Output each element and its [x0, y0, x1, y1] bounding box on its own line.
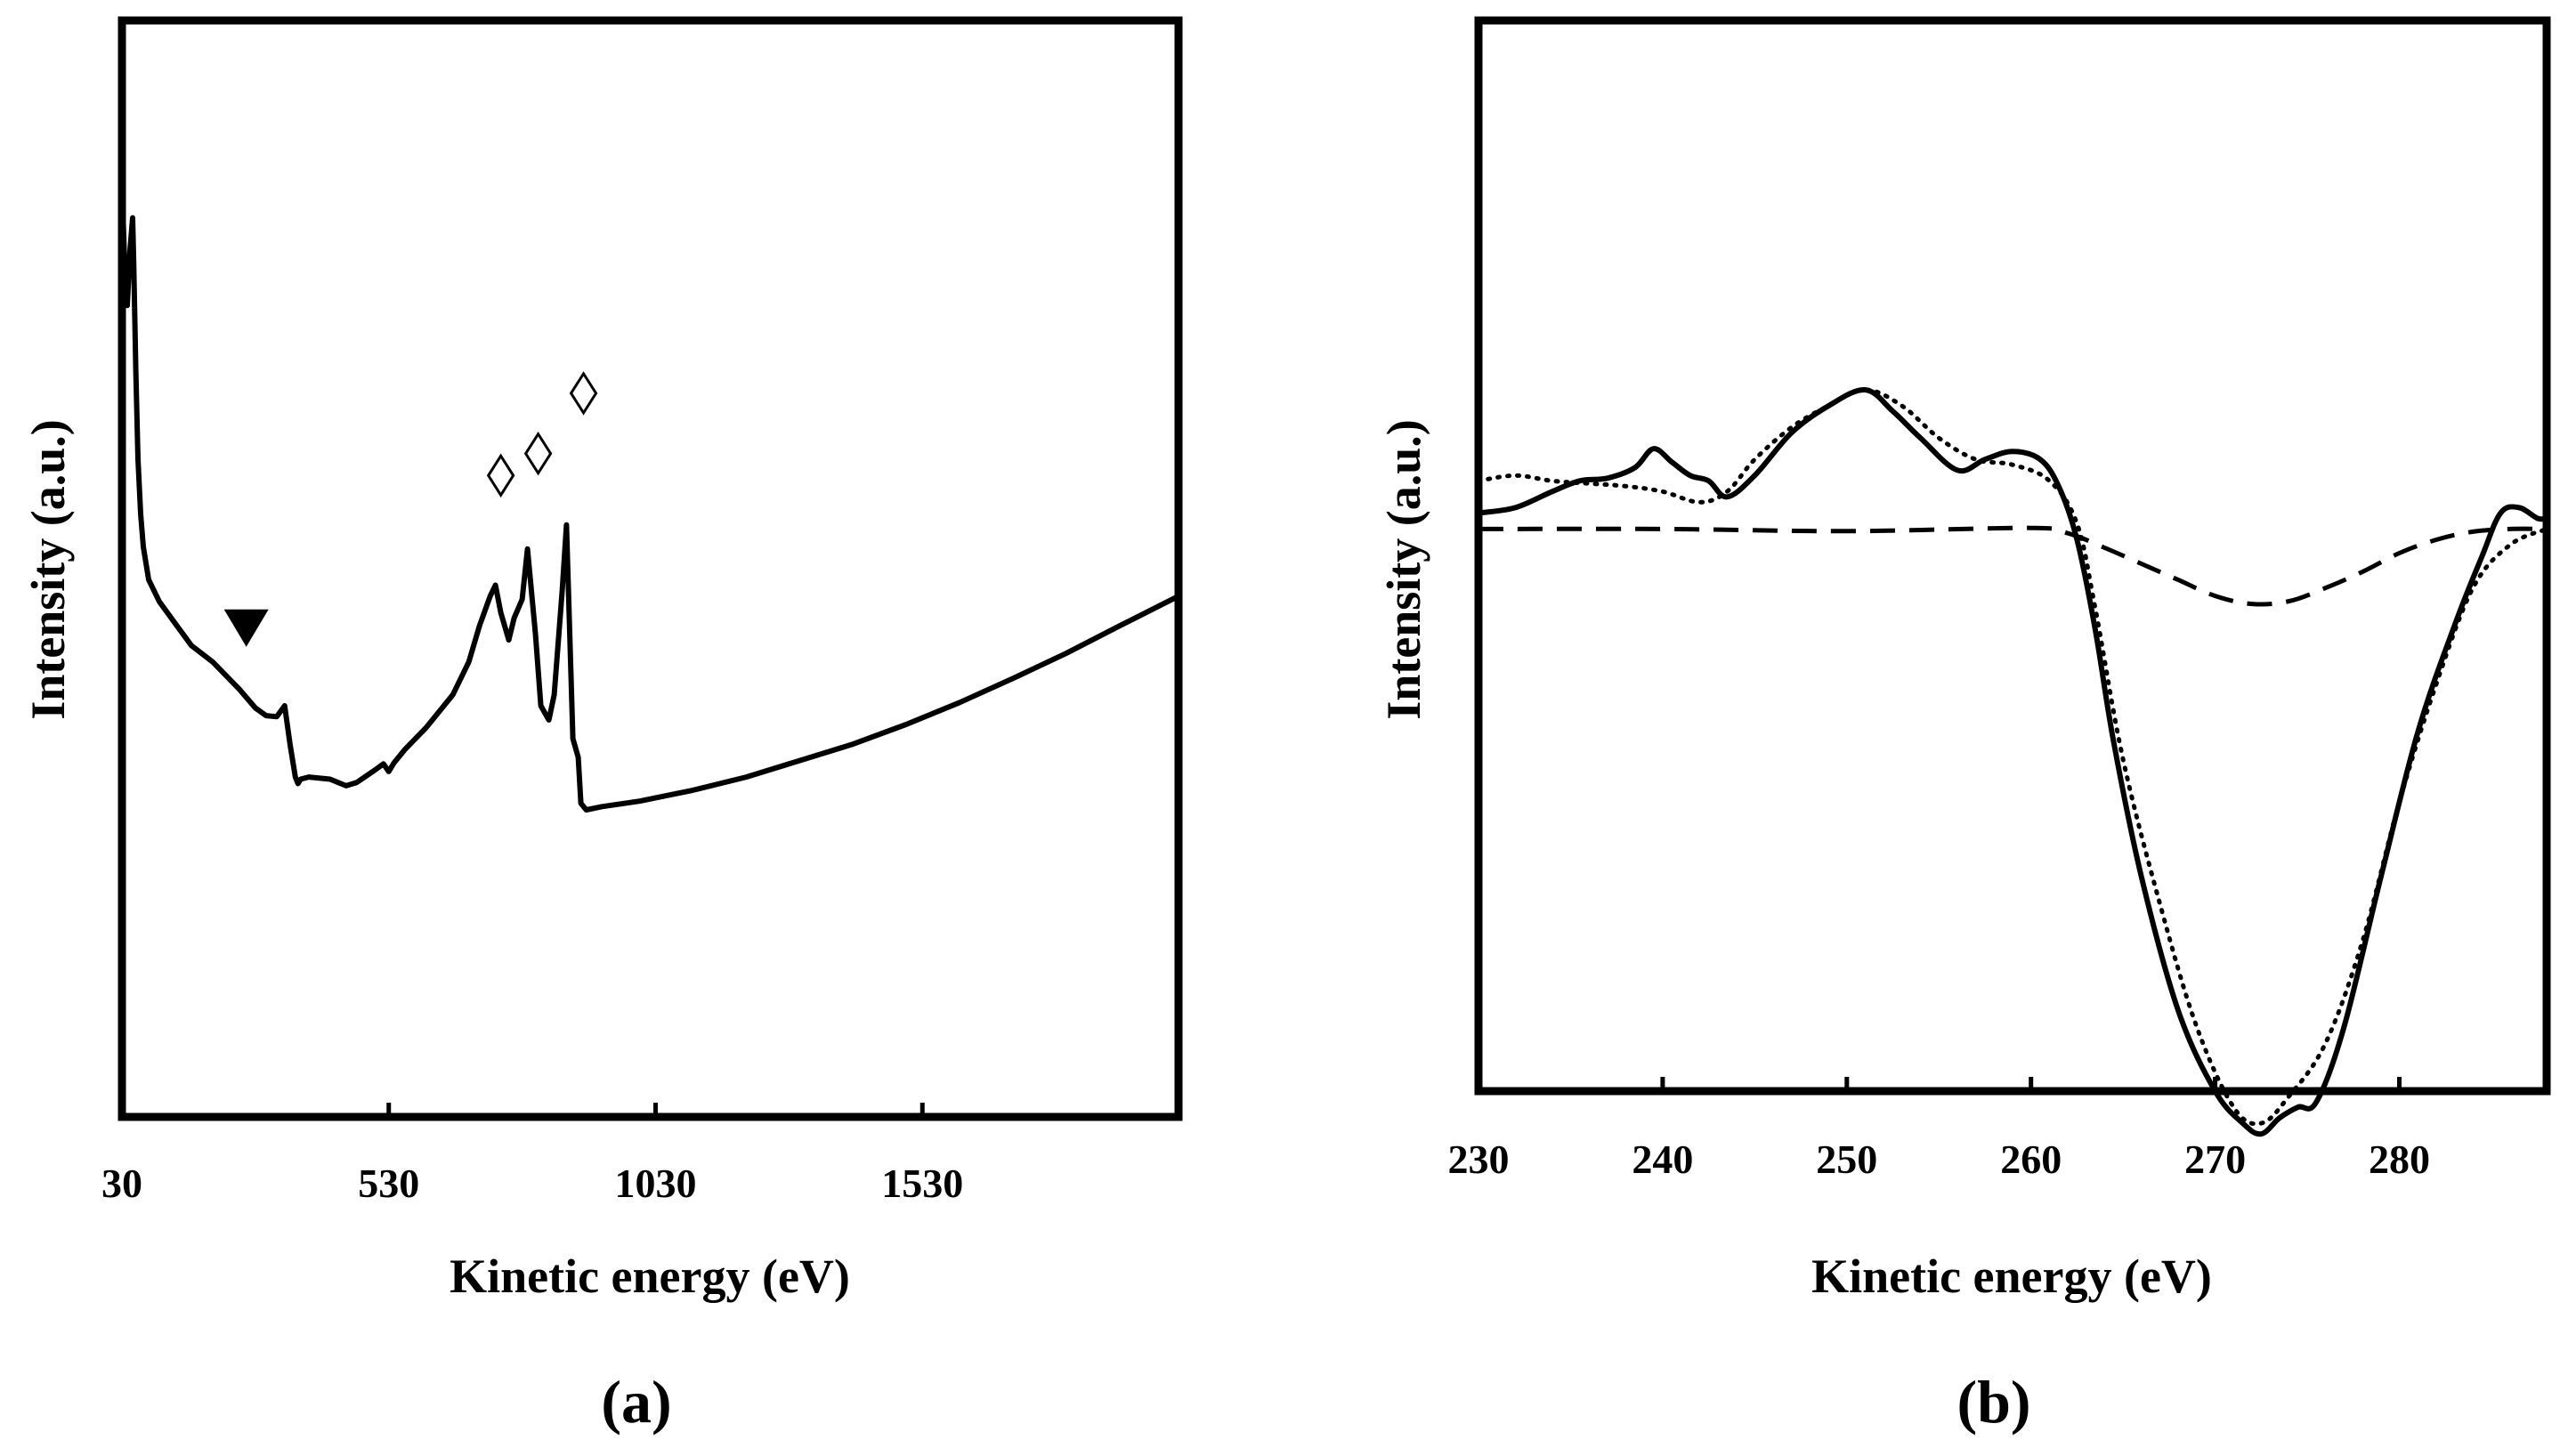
panel-b-series-dotted	[1476, 387, 2549, 1127]
panel-a-y-axis-label: Intensity (a.u.)	[21, 419, 75, 720]
panel-a-x-tick-label-30: 30	[101, 1161, 142, 1206]
panel-b-x-ticks	[1476, 1077, 2402, 1091]
panel-b-x-tick-label-230: 230	[1448, 1136, 1510, 1182]
panel-a-x-tick-labels: 30 530 1030 1530	[101, 1161, 963, 1206]
panel-b-x-tick-labels: 230 240 250 260 270 280	[1448, 1136, 2430, 1182]
panel-b-x-tick-label-250: 250	[1816, 1136, 1877, 1182]
panel-b-x-tick-label-270: 270	[2184, 1136, 2246, 1182]
panel-a-plot-frame	[117, 16, 1183, 1121]
panel-b-label: (b)	[1956, 1368, 2030, 1436]
panel-a-x-axis-label: Kinetic energy (eV)	[450, 1250, 850, 1303]
panel-b-x-tick-label-240: 240	[1632, 1136, 1693, 1182]
panel-a-annotations	[223, 371, 598, 647]
diamond-marker-3	[569, 371, 598, 416]
panel-b-series-dashed	[1478, 525, 2548, 607]
diamond-marker-1	[486, 453, 515, 498]
panel-a-series-survey-spectrum	[119, 184, 1180, 813]
panel-a-series	[119, 184, 1180, 813]
panel-b-plot-frame	[1474, 16, 2551, 1096]
panel-b-x-tick-label-260: 260	[2000, 1136, 2062, 1182]
panel-a-label: (a)	[601, 1368, 671, 1436]
panel-a-x-tick-label-1030: 1030	[614, 1161, 696, 1206]
panel-b-y-axis-label: Intensity (a.u.)	[1377, 419, 1430, 720]
filled-triangle-marker	[223, 609, 269, 647]
panel-b-x-axis-label: Kinetic energy (eV)	[1811, 1250, 2212, 1303]
panel-b-series-solid	[1478, 386, 2548, 1137]
panel-b-series	[1476, 386, 2549, 1137]
panel-a-x-tick-label-530: 530	[358, 1161, 419, 1206]
panel-b-x-tick-label-280: 280	[2369, 1136, 2430, 1182]
panel-a: 30 530 1030 1530 Kinetic energy (eV) Intens…	[21, 16, 1183, 1436]
diamond-marker-2	[523, 431, 553, 476]
panel-a-x-ticks	[119, 1103, 925, 1117]
panel-b: 230 240 250 260 270 280 Kinetic energy (eV) I…	[1377, 16, 2551, 1436]
panel-a-x-tick-label-1530: 1530	[881, 1161, 963, 1206]
